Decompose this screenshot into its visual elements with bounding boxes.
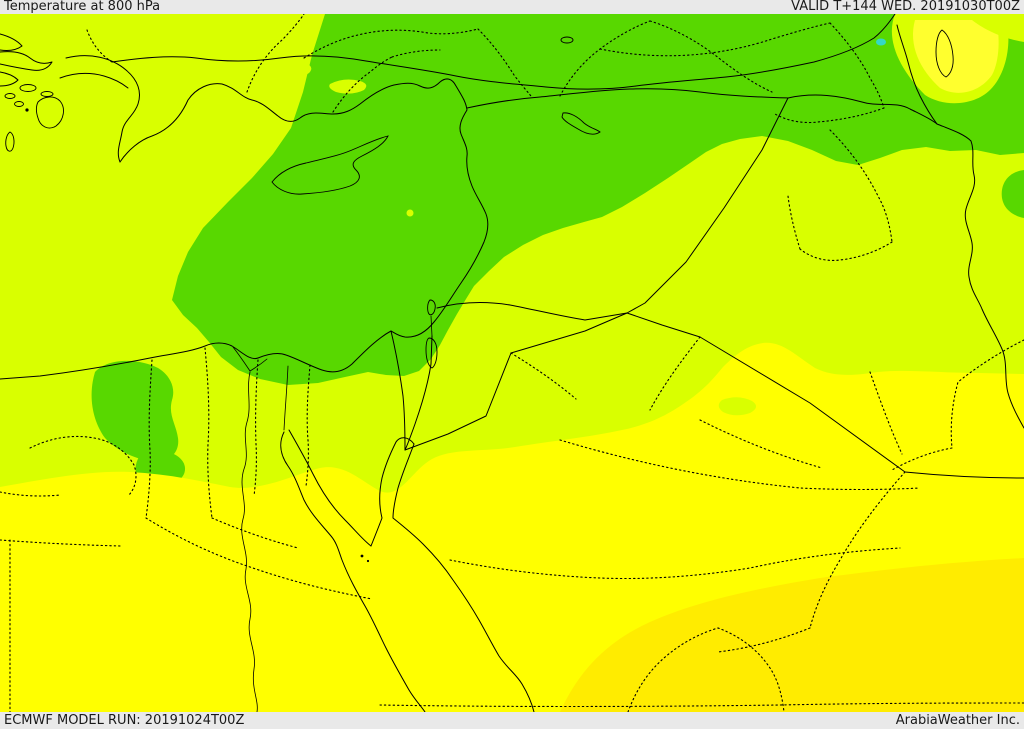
model-run-label: ECMWF MODEL RUN: 20191024T00Z (4, 713, 245, 728)
lake-tuz (560, 36, 574, 44)
marmara-gulf (59, 72, 129, 89)
lake-assad (561, 112, 601, 135)
lake-van (876, 38, 886, 46)
map-title: Temperature at 800 hPa (4, 0, 161, 14)
lake-urmia (935, 29, 954, 78)
jordan-river (430, 315, 433, 337)
region-yg-corner (968, 14, 1024, 42)
aegean-island-4 (14, 101, 24, 107)
aegean-island-5 (25, 108, 29, 112)
cyprus-island (271, 135, 389, 195)
greece-coast-3 (0, 71, 19, 87)
dead-sea (425, 337, 438, 369)
lakes (425, 29, 954, 369)
footer-bar: ECMWF MODEL RUN: 20191024T00Z ArabiaWeat… (0, 712, 1024, 729)
region-green-main (172, 14, 1024, 385)
border-saudi-kuwait (904, 471, 1024, 479)
mediterranean-coast (0, 78, 489, 380)
valid-time-label: VALID T+144 WED. 20191030T00Z (791, 0, 1020, 14)
coastlines (0, 13, 896, 713)
nile-delta-west (232, 346, 251, 372)
region-yg-patch-1 (289, 62, 312, 77)
chios-island (5, 131, 15, 152)
border-jordan-saudi (404, 312, 701, 451)
border-israel-jordan-araba (404, 335, 433, 451)
region-green-egypt (91, 360, 179, 462)
border-turkey-iraq (787, 94, 938, 125)
country-borders (390, 24, 1024, 479)
border-iran-north (896, 24, 938, 125)
greece-coast (0, 33, 23, 51)
brand-label: ArabiaWeather Inc. (895, 713, 1020, 728)
red-sea-west-coast (280, 431, 426, 713)
region-yg-islet (718, 397, 757, 416)
red-sea-islet (360, 554, 364, 558)
border-israel-egypt (390, 330, 406, 451)
black-sea-coast (111, 13, 896, 90)
border-syria-iraq (626, 97, 789, 314)
region-yg-patch-2 (329, 79, 367, 94)
temperature-regions (0, 14, 1024, 712)
title-bar: Temperature at 800 hPa VALID T+144 WED. … (0, 0, 1024, 14)
border-iraq-iran (936, 123, 1024, 429)
sinai-east-coast (370, 441, 397, 547)
aegean-island-2 (4, 93, 16, 99)
aegean-island-3 (40, 91, 54, 97)
border-iraq-saudi (699, 336, 906, 473)
red-sea-islet-2 (366, 559, 370, 563)
aegean-island-1 (19, 84, 37, 92)
red-sea-east-coast (392, 443, 535, 713)
rivers (241, 371, 258, 713)
region-yellow-urmia (912, 20, 999, 93)
greece-coast-2 (0, 51, 53, 71)
nile-river (241, 371, 258, 713)
sinai-west-coast (288, 429, 372, 547)
region-yg-patch-3 (406, 209, 414, 217)
suez-canal (283, 365, 289, 431)
admin-boundaries (0, 13, 1024, 713)
region-green-right-tongue (1001, 170, 1024, 218)
border-turkey-syria (466, 88, 789, 109)
lesbos-island (36, 96, 64, 129)
aqaba-head (395, 437, 415, 445)
marmara-coast (65, 55, 140, 163)
sea-of-galilee (427, 299, 436, 316)
border-jordan-syria (436, 302, 628, 321)
islands (4, 84, 389, 195)
